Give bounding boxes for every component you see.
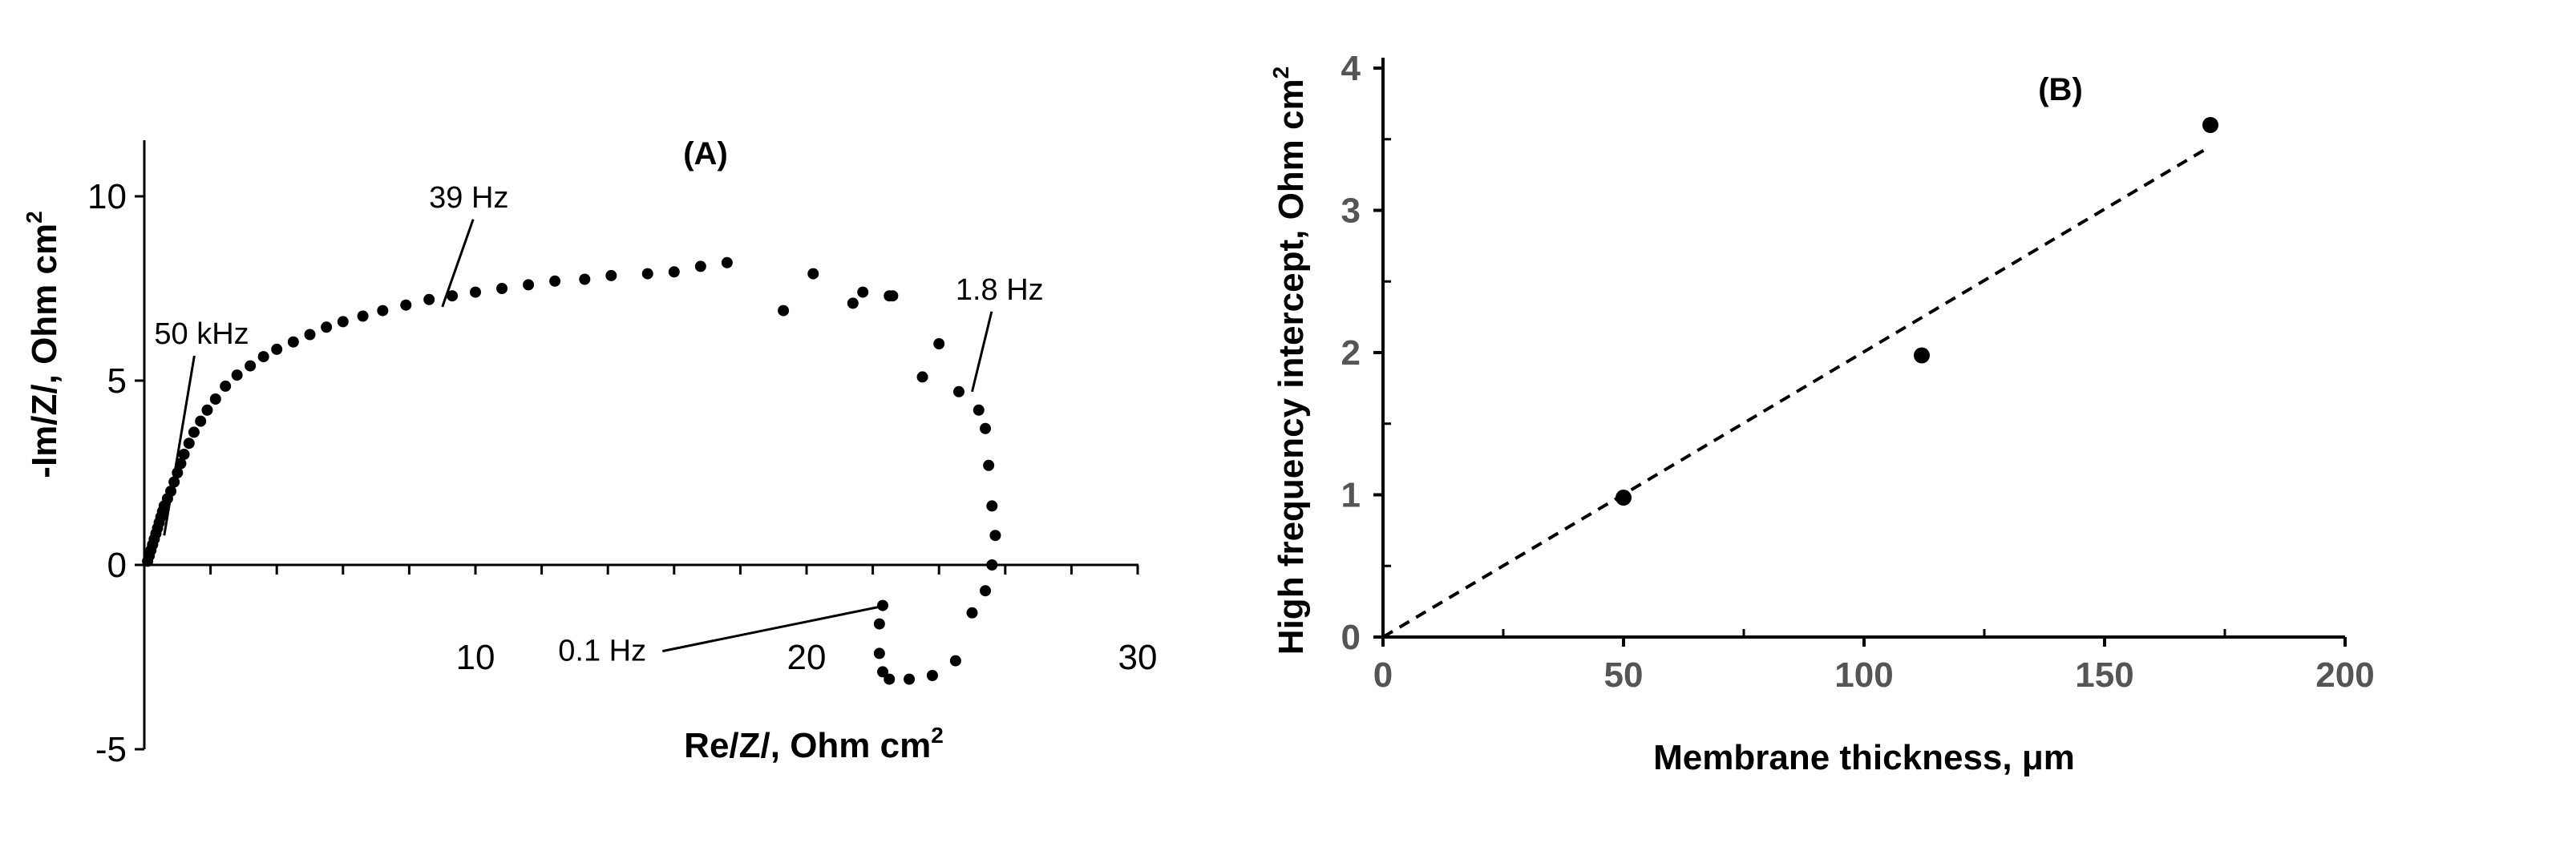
chart-a-point (400, 299, 412, 311)
chart-a-x-axis-title: Re/Z/, Ohm cm2 (684, 723, 944, 765)
chart-a-point (220, 380, 232, 392)
chart-a-point (201, 404, 213, 416)
chart-a-annotations: 50 kHz 39 Hz 1.8 Hz 0.1 Hz (154, 181, 1043, 668)
chart-a-point (337, 316, 349, 328)
chart-b-point (2202, 117, 2218, 133)
chart-a-x-tick-label: 10 (456, 638, 495, 677)
chart-a-point (986, 500, 998, 512)
chart-a-point (973, 404, 985, 416)
chart-a-y-tick-label: 5 (107, 361, 127, 401)
chart-a-point (377, 304, 389, 317)
chart-a-y-axis-title: -Im/Z/, Ohm cm2 (22, 211, 64, 478)
chart-a-point (245, 360, 257, 372)
chart-b-panel-label: (B) (2038, 72, 2083, 107)
chart-a-point (470, 286, 481, 298)
chart-a-x-tick-label: 30 (1118, 638, 1158, 677)
chart-a-point (183, 438, 195, 450)
chart-a-annotation-label: 1.8 Hz (956, 273, 1044, 307)
chart-a-point (523, 279, 535, 291)
chart-a-y-tick-label: 10 (87, 177, 127, 216)
chart-b-x-tick-label: 150 (2075, 655, 2133, 695)
chart-a-annotation-leader (971, 311, 993, 393)
chart-a-y-tick-label: 0 (107, 546, 127, 585)
chart-a-y-tick-label: -5 (95, 730, 127, 769)
chart-a-panel-label: (A) (683, 136, 728, 171)
chart-a-annotation-label: 0.1 Hz (558, 635, 646, 668)
chart-a-point (904, 673, 916, 685)
chart-b-y-ticks: 0 1 2 3 4 (1341, 49, 1391, 657)
chart-a-y-ticks: -5 0 5 10 (87, 177, 144, 769)
chart-a-point (873, 647, 885, 659)
chart-a-point (966, 607, 978, 619)
chart-a-x-ticks: 10 20 30 (209, 565, 1158, 677)
chart-b-points (1616, 117, 2218, 506)
chart-a-point (641, 268, 653, 280)
chart-a-point (195, 415, 207, 427)
chart-a-annotation-leader (441, 219, 475, 308)
chart-a-annotation-leader (163, 355, 196, 536)
chart-b-x-tick-label: 200 (2315, 655, 2374, 695)
chart-a-point (778, 304, 790, 317)
chart-b-y-tick-label: 0 (1341, 618, 1361, 657)
chart-a-point (579, 273, 591, 285)
chart-a-point (952, 385, 964, 397)
chart-b-point (1914, 347, 1930, 364)
chart-a-point (549, 275, 561, 287)
chart-a-point (980, 422, 992, 434)
chart-a-point (873, 618, 885, 630)
chart-a-point (287, 336, 299, 348)
chart-a-point (986, 559, 998, 571)
chart-b-x-ticks: 0 50 100 150 200 (1373, 629, 2375, 695)
chart-a-point (605, 269, 617, 281)
chart-a-point (983, 459, 995, 471)
chart-a-point (423, 293, 435, 305)
chart-a-point (884, 673, 896, 685)
chart-a-point (304, 329, 316, 341)
chart-a-point (933, 338, 945, 349)
chart-a-point (857, 286, 869, 298)
chart-b-y-tick-label: 4 (1341, 49, 1361, 88)
chart-a-point (271, 343, 283, 355)
chart-a-point (231, 369, 243, 381)
chart-a-point (447, 290, 459, 302)
chart-b-x-tick-label: 100 (1834, 655, 1893, 695)
chart-a-point (668, 266, 680, 278)
chart-a-points (142, 256, 1001, 685)
chart-b-y-tick-label: 2 (1341, 333, 1361, 373)
chart-a-point (949, 655, 961, 667)
chart-a-point (980, 585, 992, 597)
chart-a-point (721, 256, 733, 268)
chart-a: (A) -5 0 5 10 10 20 30 -Im/Z/, Ohm cm2 Re/Z/,… (22, 136, 1157, 769)
chart-a-point (926, 670, 938, 681)
chart-a-annotation-label: 50 kHz (154, 317, 249, 351)
chart-a-point (178, 449, 190, 460)
chart-a-point (321, 321, 333, 333)
chart-b-x-tick-label: 0 (1373, 655, 1393, 695)
chart-a-point (496, 283, 508, 294)
chart-a-point (847, 297, 859, 309)
chart-a-point (188, 426, 200, 438)
chart-a-annotation-leader (661, 604, 887, 653)
chart-b-trendline (1381, 144, 2212, 639)
chart-a-point (887, 290, 899, 302)
chart-b-x-axis-title: Membrane thickness, μm (1653, 738, 2075, 777)
chart-a-point (209, 393, 221, 405)
chart-b-y-tick-label: 1 (1341, 476, 1361, 515)
chart-b-x-tick-label: 50 (1604, 655, 1644, 695)
chart-b-point (1616, 490, 1632, 506)
chart-b-y-axis-title: High frequency intercept, Ohm cm2 (1268, 67, 1311, 655)
chart-b: (B) 0 1 2 3 4 0 50 100 150 200 High frequency in… (1268, 49, 2375, 777)
chart-a-point (989, 530, 1001, 542)
chart-a-point (694, 260, 706, 272)
chart-a-x-tick-label: 20 (787, 638, 827, 677)
chart-a-point (257, 351, 269, 363)
chart-a-point (916, 371, 928, 383)
chart-a-point (807, 268, 819, 280)
chart-a-point (876, 666, 888, 678)
chart-a-annotation-label: 39 Hz (429, 181, 508, 215)
chart-a-point (357, 310, 369, 322)
chart-b-y-tick-label: 3 (1341, 192, 1361, 231)
